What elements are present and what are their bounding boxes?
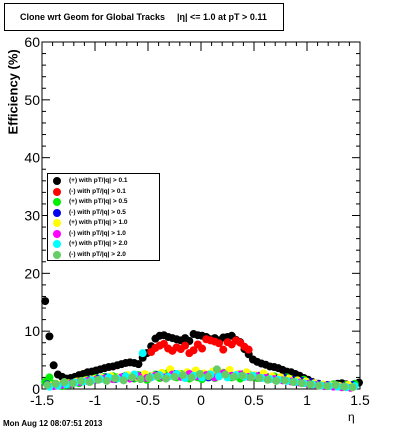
data-point: [289, 378, 298, 387]
data-point: [111, 374, 120, 383]
data-point: [181, 341, 190, 350]
data-point: [134, 360, 143, 369]
legend-marker: [53, 250, 61, 259]
data-point: [68, 379, 77, 388]
legend-label: (-) with pT/|q| > 2.0: [69, 250, 126, 258]
x-axis-label: η: [348, 410, 355, 424]
y-tick-label: 20: [24, 265, 40, 281]
data-point: [238, 371, 247, 380]
legend-item: (-) with pT/|q| > 0.5: [48, 208, 159, 218]
data-point: [187, 373, 196, 382]
legend-item: (+) with pT/|q| > 2.0: [48, 239, 159, 249]
data-point: [229, 372, 238, 381]
timestamp: Mon Aug 12 08:07:51 2013: [3, 419, 103, 428]
data-point: [119, 376, 128, 385]
y-tick-label: 10: [24, 323, 40, 339]
data-point: [215, 372, 224, 381]
data-point: [215, 339, 224, 348]
y-tick-label: 50: [24, 92, 40, 108]
data-point: [138, 349, 147, 358]
data-point: [340, 382, 349, 391]
data-point: [153, 372, 162, 381]
data-point: [348, 383, 357, 392]
data-point: [323, 382, 332, 391]
legend-item: (+) with pT/|q| > 1.0: [48, 218, 159, 228]
data-point: [94, 375, 103, 384]
series-2: [147, 335, 253, 358]
series-8: [43, 365, 357, 392]
data-point: [263, 375, 272, 384]
legend-item: (+) with pT/|q| > 0.5: [48, 197, 159, 207]
legend-label: (+) with pT/|q| > 1.0: [69, 219, 128, 226]
x-tick-label: 1.5: [350, 392, 370, 408]
data-point: [306, 380, 315, 389]
data-point: [297, 379, 306, 388]
data-point: [219, 345, 228, 354]
data-point: [255, 374, 264, 383]
data-point: [204, 372, 213, 381]
data-point: [189, 346, 198, 355]
legend-marker: [53, 208, 61, 217]
legend-label: (+) with pT/|q| > 0.5: [69, 198, 128, 205]
data-point: [60, 378, 69, 387]
data-point: [162, 374, 171, 383]
x-tick-label: -0.5: [136, 392, 160, 408]
y-tick-label: 60: [24, 34, 40, 50]
legend-label: (+) with pT/|q| > 0.1: [69, 177, 128, 184]
legend: (+) with pT/|q| > 0.1 (-) with pT/|q| > 0…: [47, 173, 160, 261]
legend-marker: [53, 240, 61, 248]
data-point: [51, 379, 60, 388]
data-point: [102, 376, 111, 385]
data-point: [170, 372, 179, 381]
legend-marker: [53, 187, 61, 196]
legend-marker: [53, 219, 61, 227]
legend-item: (-) with pT/|q| > 1.0: [48, 229, 159, 239]
legend-item: (-) with pT/|q| > 0.1: [48, 187, 159, 197]
data-point: [85, 378, 94, 387]
title-box: Clone wrt Geom for Global Tracks |η| <= …: [4, 3, 284, 31]
chart-title: Clone wrt Geom for Global Tracks: [20, 12, 166, 22]
data-point: [43, 380, 52, 389]
data-point: [280, 376, 289, 385]
data-point: [198, 344, 207, 353]
data-point: [314, 381, 323, 390]
x-tick-label: -1: [89, 392, 102, 408]
legend-item: (-) with pT/|q| > 2.0: [48, 250, 159, 260]
legend-label: (+) with pT/|q| > 2.0: [69, 240, 128, 247]
x-tick-label: -1.5: [30, 392, 54, 408]
legend-item: (+) with pT/|q| > 0.1: [48, 176, 159, 186]
data-point: [221, 370, 230, 379]
data-point: [244, 345, 253, 354]
data-point: [246, 373, 255, 382]
data-point: [49, 361, 58, 370]
legend-label: (-) with pT/|q| > 0.5: [69, 208, 126, 216]
x-tick-label: 0: [197, 392, 205, 408]
data-point: [272, 376, 281, 385]
data-point: [136, 375, 145, 384]
y-tick-label: 40: [24, 150, 40, 166]
data-point: [77, 376, 86, 385]
legend-marker: [53, 198, 61, 206]
legend-label: (-) with pT/|q| > 1.0: [69, 229, 126, 237]
legend-marker: [53, 229, 61, 238]
x-tick-label: 1: [303, 392, 311, 408]
data-point: [128, 373, 137, 382]
data-point: [45, 332, 54, 341]
legend-marker: [53, 177, 61, 185]
data-point: [212, 365, 221, 374]
y-axis-label: Efficiency (%): [5, 49, 21, 135]
data-point: [195, 369, 204, 378]
y-tick-label: 0: [32, 381, 40, 397]
data-point: [45, 373, 54, 382]
data-point: [178, 371, 187, 380]
x-tick-label: 0.5: [244, 392, 264, 408]
data-point: [331, 380, 340, 389]
data-point: [41, 297, 50, 306]
chart-subtitle: |η| <= 1.0 at pT > 0.11: [177, 12, 267, 22]
data-point: [145, 374, 154, 383]
legend-label: (-) with pT/|q| > 0.1: [69, 187, 126, 195]
y-tick-label: 30: [24, 208, 40, 224]
